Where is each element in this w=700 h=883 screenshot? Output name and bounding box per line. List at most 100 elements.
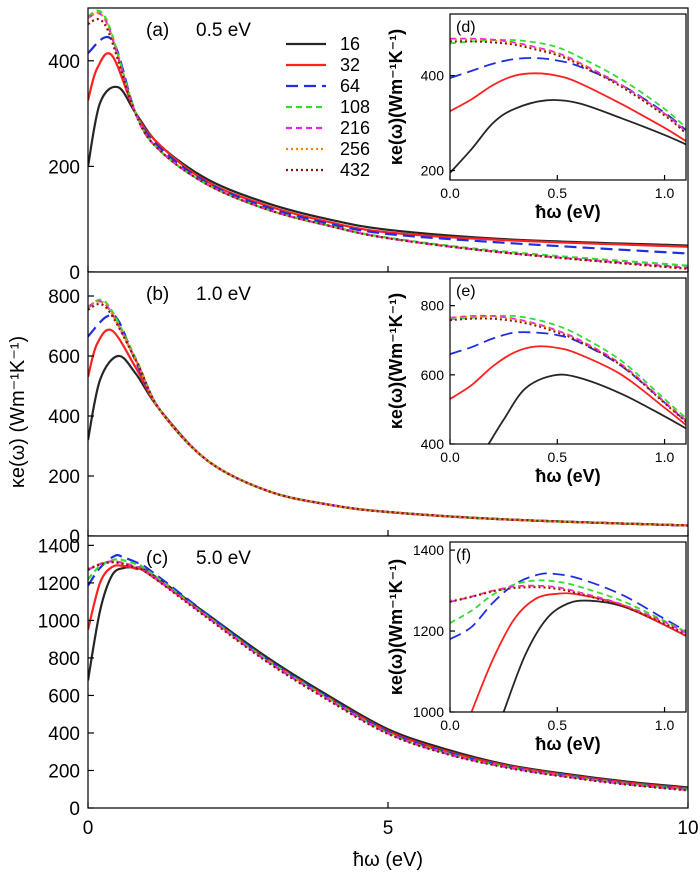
panel-e-y-axis-label: κe(ω)(Wm⁻¹K⁻¹) <box>386 293 406 429</box>
panel-f-series-64 <box>450 572 686 640</box>
panel-e-x-axis-label: ħω (eV) <box>535 466 600 486</box>
panel-e-ytick-label: 600 <box>421 367 445 383</box>
panel-f-xtick-label: 1.0 <box>655 717 675 733</box>
panel-b-ytick-label: 0 <box>69 527 80 548</box>
panel-d-x-axis-label: ħω (eV) <box>535 202 600 222</box>
legend-label: 216 <box>340 118 370 138</box>
panel-a-series <box>88 9 688 270</box>
panel-e-xtick-label: 0.0 <box>440 449 460 465</box>
panel-e-series-32 <box>450 345 686 426</box>
legend-label: 256 <box>340 139 370 159</box>
x-axis-label: ħω (eV) <box>353 849 423 871</box>
panel-f-series-216 <box>450 584 686 634</box>
panel-d-ytick-label: 200 <box>421 163 445 179</box>
panel-c-ytick-label: 200 <box>48 761 80 782</box>
panel-a-title: 0.5 eV <box>196 20 251 41</box>
panel-c-series-216 <box>88 560 688 792</box>
panel-f-x-axis-label: ħω (eV) <box>535 734 600 754</box>
panel-c-ytick-label: 600 <box>48 686 80 707</box>
panel-c-series-432 <box>88 561 688 792</box>
panel-d-series-32 <box>450 72 686 142</box>
panel-f-label: (f) <box>456 547 471 564</box>
panel-c-ytick-label: 1000 <box>38 611 80 632</box>
panel-e-series-16 <box>487 373 686 444</box>
panel-f-ytick-label: 1200 <box>413 623 444 639</box>
legend-label: 432 <box>340 160 370 180</box>
panel-c-ytick-label: 800 <box>48 649 80 670</box>
legend-item-16: 16 <box>286 34 360 54</box>
panel-e-xtick-label: 1.0 <box>655 449 675 465</box>
panel-d-series <box>450 37 686 174</box>
legend-item-216: 216 <box>286 118 370 138</box>
legend-item-256: 256 <box>286 139 370 159</box>
panel-a-series-432 <box>88 18 688 270</box>
panel-a-ytick-label: 0 <box>69 263 80 284</box>
panel-c-series <box>88 554 688 792</box>
panel-e-background <box>450 278 686 444</box>
panel-d-series-64 <box>450 57 686 131</box>
panel-f-xtick-label: 0.0 <box>440 717 460 733</box>
panel-a-series-16 <box>88 85 688 247</box>
panel-e-series-432 <box>450 317 686 423</box>
panel-f-ytick-label: 1400 <box>413 542 444 558</box>
panel-c-xtick-label: 10 <box>677 818 698 839</box>
panel-e-label: (e) <box>456 283 476 300</box>
legend-label: 32 <box>340 55 360 75</box>
legend-label: 64 <box>340 76 360 96</box>
panel-b-series-256 <box>88 300 688 527</box>
panel-b-series-432 <box>88 302 688 527</box>
panel-f-xtick-label: 0.5 <box>548 717 568 733</box>
legend-item-432: 432 <box>286 160 370 180</box>
panel-d-series-16 <box>450 99 686 174</box>
panel-f: 1000 1200 1400 0.0 0.5 1.0 (f) ħω (eV) κe(ω)(Wm⁻… <box>386 541 687 754</box>
panel-d-series-216 <box>450 37 686 133</box>
panel-c-ytick-label: 400 <box>48 724 80 745</box>
panel-e-xtick-label: 0.5 <box>548 449 568 465</box>
panel-f-series-108 <box>450 579 686 633</box>
panel-b-title: 1.0 eV <box>196 284 251 305</box>
panel-b-ytick-label: 400 <box>48 407 80 428</box>
panel-b-series <box>88 298 688 527</box>
panel-d-ytick-label: 400 <box>421 68 445 84</box>
panel-d-xtick-label: 0.5 <box>548 185 568 201</box>
legend-label: 108 <box>340 97 370 117</box>
panel-b-label: (b) <box>146 284 169 305</box>
panel-f-background <box>450 542 686 712</box>
panel-c-ytick-label: 1400 <box>38 536 80 557</box>
panel-e-series <box>450 314 686 444</box>
panel-b-ytick-label: 200 <box>48 467 80 488</box>
panel-f-ytick-label: 1000 <box>413 704 444 720</box>
panel-e-series-64 <box>450 331 686 423</box>
panel-a-label: (a) <box>146 20 169 41</box>
panel-c-label: (c) <box>146 548 168 569</box>
panel-d-frame <box>449 13 687 181</box>
y-axis-label: κe(ω) (Wm⁻¹K⁻¹) <box>7 336 29 488</box>
panel-f-series <box>450 572 686 712</box>
panel-a-ytick-label: 200 <box>48 157 80 178</box>
panel-d-xtick-label: 0.0 <box>440 185 460 201</box>
panel-d-y-axis-label: κe(ω)(Wm⁻¹K⁻¹) <box>386 29 406 165</box>
panel-b-ytick-label: 600 <box>48 347 80 368</box>
legend-label: 16 <box>340 34 360 54</box>
panel-c-xtick-label: 5 <box>383 818 394 839</box>
legend-item-108: 108 <box>286 97 370 117</box>
panel-c-ytick-label: 0 <box>69 799 80 820</box>
panel-d-series-108 <box>450 38 686 129</box>
panel-e-ytick-label: 400 <box>421 436 445 452</box>
panel-f-frame <box>449 541 687 713</box>
panel-e: 400 600 800 0.0 0.5 1.0 (e) ħω (eV) κe(ω)(Wm⁻¹K⁻… <box>386 277 687 486</box>
panel-e-frame <box>449 277 687 445</box>
legend-item-32: 32 <box>286 55 360 75</box>
panel-c-title: 5.0 eV <box>196 548 251 569</box>
panel-b-ytick-label: 800 <box>48 287 80 308</box>
panel-e-ytick-label: 800 <box>421 298 445 314</box>
panel-c-xtick-label: 0 <box>83 818 94 839</box>
legend-item-64: 64 <box>286 76 360 96</box>
panel-f-y-axis-label: κe(ω)(Wm⁻¹K⁻¹) <box>386 559 406 695</box>
panel-e-series-108 <box>450 314 686 419</box>
panel-a-ytick-label: 400 <box>48 52 80 73</box>
panel-c-ytick-label: 1200 <box>38 574 80 595</box>
panel-d-xtick-label: 1.0 <box>655 185 675 201</box>
